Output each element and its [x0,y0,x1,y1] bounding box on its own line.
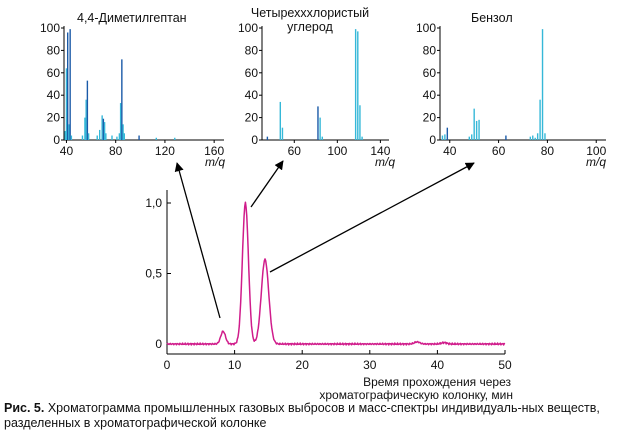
y-tick-label-3: 100 [416,21,436,35]
chromatogram-x-tick-label: 40 [431,358,445,372]
spectrum-xlabel-1: m/q [205,155,225,169]
x-tick-label-1: 80 [109,144,123,158]
plot-area-3: 0 20 40 60 80 100 40 60 80 100 [416,21,607,158]
chromatogram: 0 0,5 1,0 0 10 20 30 40 50 Время прохождения чер… [145,190,513,402]
y-tick-label-3: 80 [423,43,437,57]
y-tick-label-2: 80 [245,43,259,57]
chromatogram-xlabel-line2: хроматографическую колонку, мин [319,388,513,402]
plot-area-1: 0 20 40 60 80 100 40 80 120 160 [40,21,225,158]
mass-spectrum-benzene: Бензол 0 20 40 60 80 100 40 60 80 100 m/q [416,11,607,169]
y-tick-label-1: 40 [47,88,61,102]
chromatogram-plot-area: 0 0,5 1,0 0 10 20 30 40 50 [145,190,512,372]
arrow-peak1-to-dimethylheptane [174,162,221,319]
x-tick-label-1: 160 [204,144,224,158]
x-tick-label-3: 100 [586,144,606,158]
x-tick-label-1: 120 [155,144,175,158]
y-tick-label-1: 80 [47,43,61,57]
x-tick-label-3: 40 [443,144,457,158]
arrow-peak3-to-benzene [269,162,475,273]
y-tick-label-1: 20 [47,111,61,125]
y-tick-label-1: 60 [47,66,61,80]
chromatogram-y-tick-label: 0,5 [145,267,162,281]
spectrum-title-ccl4-line2: углерод [287,20,333,34]
spectrum-title-ccl4-line1: Четырехххлористый [251,6,369,20]
chromatogram-trace [166,201,506,346]
y-tick-label-2: 60 [245,66,259,80]
figure-caption: Рис. 5. Хроматограмма промышленных газов… [4,401,616,430]
chromatogram-x-tick-label: 30 [363,358,377,372]
y-tick-label-2: 20 [245,111,259,125]
y-tick-label-3: 0 [429,133,436,147]
y-tick-label-2: 0 [251,133,258,147]
chromatogram-y-tick-label: 1,0 [145,196,162,210]
x-tick-label-2: 60 [288,144,302,158]
x-tick-label-2: 100 [327,144,347,158]
chromatogram-x-tick-label: 50 [498,358,512,372]
y-tick-label-1: 0 [53,133,60,147]
spectrum-xlabel-2: m/q [375,155,395,169]
y-tick-label-3: 60 [423,66,437,80]
chromatogram-x-tick-label: 20 [296,358,310,372]
peak-arrows [174,160,475,319]
y-tick-label-2: 100 [238,21,258,35]
caption-label: Рис. 5. [4,401,45,415]
chromatogram-y-tick-label: 0 [155,337,162,351]
caption-text: Хроматограмма промышленных газовых выбро… [4,401,600,430]
spectrum-title-dimethylheptane: 4,4-Диметилгептан [77,11,187,25]
spectrum-title-benzene: Бензол [471,11,513,25]
x-tick-label-1: 40 [60,144,74,158]
y-tick-label-3: 40 [423,88,437,102]
chromatogram-x-tick-label: 10 [228,358,242,372]
x-tick-label-2: 140 [370,144,390,158]
arrow-peak2-to-ccl4 [250,160,284,208]
mass-spectrum-dimethylheptane: 4,4-Диметилгептан 0 20 40 60 80 100 40 80 120 160… [40,11,225,169]
chromatogram-xlabel-line1: Время прохождения через [363,375,511,389]
y-tick-label-3: 20 [423,111,437,125]
spectrum-xlabel-3: m/q [586,155,606,169]
chromatogram-x-tick-label: 0 [164,358,171,372]
x-tick-label-3: 80 [541,144,555,158]
x-tick-label-3: 60 [492,144,506,158]
y-tick-label-1: 100 [40,21,60,35]
plot-area-2: 0 20 40 60 80 100 60 100 140 [238,21,391,158]
y-tick-label-2: 40 [245,88,259,102]
mass-spectrum-carbon-tetrachloride: Четырехххлористый углерод 0 20 40 60 80 100 60… [238,6,395,169]
